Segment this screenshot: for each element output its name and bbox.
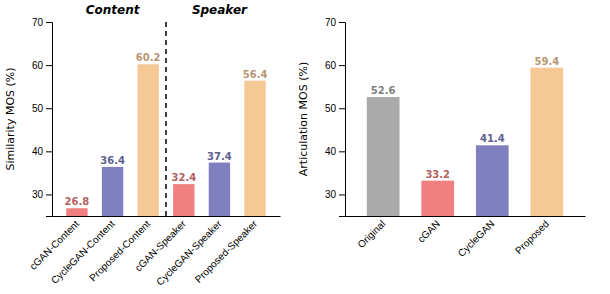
y-tick: 50	[325, 103, 345, 114]
bar	[530, 68, 563, 216]
x-tick-label: Proposed-Content	[87, 218, 152, 283]
x-tick: Proposed-Content	[87, 216, 152, 283]
y-axis: 30 40 50 60 70	[32, 17, 53, 217]
y-tick-label: 60	[32, 60, 44, 71]
x-tick: CycleGAN-Content	[49, 216, 117, 286]
x-tick-label: Proposed	[513, 218, 551, 256]
x-tick: Proposed	[513, 216, 551, 256]
bar	[244, 81, 265, 216]
bar	[138, 64, 159, 216]
x-tick: CycleGAN-Speaker	[154, 216, 224, 288]
y-tick: 70	[325, 17, 345, 28]
section-label: Content	[86, 3, 141, 17]
bars	[367, 68, 563, 216]
axis-line	[46, 23, 53, 217]
x-tick-label: CycleGAN	[456, 218, 497, 259]
bar	[173, 184, 194, 216]
y-tick: 30	[32, 189, 52, 200]
bar	[367, 97, 400, 216]
axis-line	[346, 216, 586, 217]
x-tick: Proposed-Speaker	[193, 216, 260, 285]
x-tick-label: Original	[355, 218, 387, 250]
tick-mark	[339, 65, 345, 66]
tick-mark	[46, 151, 52, 152]
section-label: Speaker	[192, 3, 248, 17]
tick-mark	[46, 108, 52, 109]
y-tick: 40	[325, 146, 345, 157]
y-tick-label: 60	[325, 60, 337, 71]
data-label: 41.4	[480, 133, 505, 144]
panel: 30 40 50 60 70 Original cGAN CycleGAN Proposed Ar…	[297, 17, 586, 294]
y-tick-label: 30	[325, 189, 337, 200]
y-axis-title: Articulation MOS (%)	[297, 62, 310, 176]
annotations: Content Speaker	[86, 3, 248, 216]
data-label: 26.8	[65, 196, 90, 207]
y-tick: 50	[32, 103, 52, 114]
tick-mark	[46, 194, 52, 195]
tick-mark	[46, 65, 52, 66]
y-tick: 70	[32, 17, 52, 28]
panel: 30 40 50 60 70 cGAN-ContentCycleGAN-ContentPr…	[4, 3, 281, 294]
tick-mark	[339, 22, 345, 23]
x-tick: Original	[355, 216, 387, 250]
data-label: 36.4	[100, 155, 125, 166]
tick-mark	[339, 108, 345, 109]
chart-root: 30 40 50 60 70 cGAN-ContentCycleGAN-ContentPr…	[0, 0, 610, 294]
tick-mark	[46, 22, 52, 23]
y-tick: 40	[32, 146, 52, 157]
tick-mark	[339, 151, 345, 152]
axis-line	[53, 216, 281, 217]
y-tick-label: 30	[32, 189, 44, 200]
bar	[476, 145, 509, 216]
data-labels: 26.8 36.4 60.2 32.4 37.4 56.4	[65, 52, 268, 207]
axis-line	[339, 23, 346, 217]
data-label: 59.4	[534, 56, 559, 67]
data-label: 56.4	[243, 69, 268, 80]
y-tick-label: 50	[32, 103, 44, 114]
x-axis: Original cGAN CycleGAN Proposed	[346, 216, 586, 259]
data-label: 52.6	[371, 85, 396, 96]
bar	[209, 163, 230, 216]
x-tick: CycleGAN	[456, 216, 497, 259]
y-tick-label: 40	[32, 146, 44, 157]
y-tick: 60	[325, 60, 345, 71]
x-tick: cGAN	[415, 216, 442, 245]
x-tick-label: cGAN	[415, 218, 442, 245]
data-label: 60.2	[136, 52, 161, 63]
data-label: 32.4	[171, 172, 196, 183]
y-axis-title: Similarity MOS (%)	[4, 67, 17, 170]
y-tick-label: 70	[32, 17, 44, 28]
y-tick: 30	[325, 189, 345, 200]
data-label: 33.2	[425, 169, 450, 180]
x-tick-label: Proposed-Speaker	[193, 218, 260, 285]
data-label: 37.4	[207, 151, 232, 162]
bar	[66, 208, 87, 216]
data-labels: 52.6 33.2 41.4 59.4	[371, 56, 559, 180]
x-tick-label: CycleGAN-Content	[49, 218, 117, 286]
y-tick-label: 40	[325, 146, 337, 157]
x-axis: cGAN-ContentCycleGAN-ContentProposed-Con…	[27, 216, 280, 288]
bar	[102, 167, 123, 216]
bar	[421, 181, 454, 216]
y-tick-label: 70	[325, 17, 337, 28]
y-tick: 60	[32, 60, 52, 71]
y-axis: 30 40 50 60 70	[325, 17, 346, 217]
y-tick-label: 50	[325, 103, 337, 114]
tick-mark	[339, 194, 345, 195]
x-tick-label: CycleGAN-Speaker	[154, 218, 224, 288]
group-divider	[165, 22, 167, 216]
